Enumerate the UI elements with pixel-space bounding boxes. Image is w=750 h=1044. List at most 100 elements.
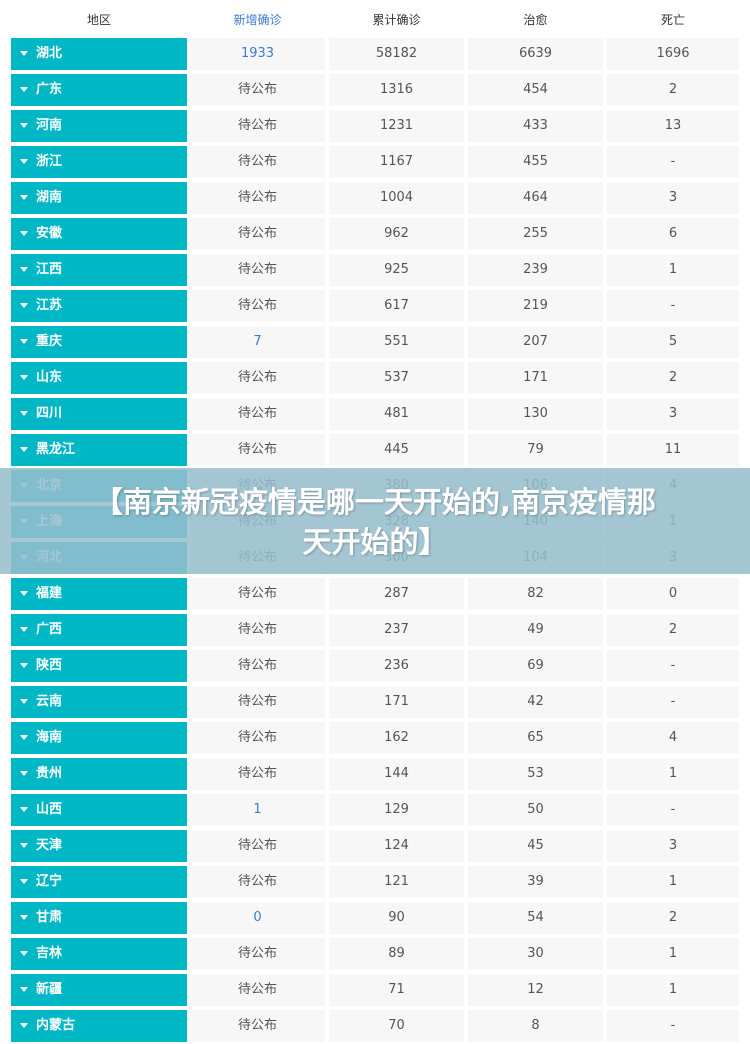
- cured-cell: 455: [468, 146, 603, 178]
- region-toggle[interactable]: 辽宁: [11, 866, 187, 898]
- caret-down-icon: [20, 447, 28, 452]
- table-header: 地区 新增确诊 累计确诊 治愈 死亡: [0, 0, 750, 36]
- header-total-confirmed[interactable]: 累计确诊: [372, 13, 421, 27]
- region-name: 陕西: [36, 658, 63, 673]
- table-row: 山西 1 129 50-: [0, 792, 750, 828]
- total-confirmed-cell: 925: [329, 254, 464, 286]
- region-toggle[interactable]: 河南: [11, 110, 187, 142]
- deaths-cell: 6: [607, 218, 739, 250]
- region-toggle[interactable]: 江西: [11, 254, 187, 286]
- new-confirmed-cell: 1: [190, 794, 325, 826]
- region-toggle[interactable]: 湖北: [11, 38, 187, 70]
- region-toggle[interactable]: 吉林: [11, 938, 187, 970]
- deaths-cell: 1: [607, 758, 739, 790]
- region-toggle[interactable]: 四川: [11, 398, 187, 430]
- header-deaths[interactable]: 死亡: [660, 13, 685, 27]
- region-toggle[interactable]: 安徽: [11, 218, 187, 250]
- region-name: 湖北: [36, 46, 63, 61]
- deaths-cell: -: [607, 1010, 739, 1042]
- caret-down-icon: [20, 915, 28, 920]
- deaths-cell: 1: [607, 866, 739, 898]
- caret-down-icon: [20, 951, 28, 956]
- new-confirmed-cell: 待公布: [190, 650, 325, 682]
- total-confirmed-cell: 1004: [329, 182, 464, 214]
- region-toggle[interactable]: 山西: [11, 794, 187, 826]
- header-cured[interactable]: 治愈: [523, 13, 548, 27]
- table-row: 辽宁 待公布 121 39 1: [0, 864, 750, 900]
- region-name: 海南: [36, 730, 63, 745]
- region-name: 江西: [36, 262, 63, 277]
- region-name: 新疆: [36, 982, 63, 997]
- total-confirmed-cell: 537: [329, 362, 464, 394]
- deaths-cell: 13: [607, 110, 739, 142]
- table-row: 陕西 待公布 236 69-: [0, 648, 750, 684]
- region-name: 甘肃: [36, 910, 63, 925]
- total-confirmed-cell: 1231: [329, 110, 464, 142]
- deaths-cell: 0: [607, 578, 739, 610]
- cured-cell: 255: [468, 218, 603, 250]
- total-confirmed-cell: 58182: [329, 38, 464, 70]
- region-toggle[interactable]: 浙江: [11, 146, 187, 178]
- region-toggle[interactable]: 甘肃: [11, 902, 187, 934]
- table-row: 河南 待公布 1231 433 13: [0, 108, 750, 144]
- total-confirmed-cell: 962: [329, 218, 464, 250]
- total-confirmed-cell: 171: [329, 686, 464, 718]
- region-name: 山东: [36, 370, 63, 385]
- table-row: 内蒙古 待公布 70 8-: [0, 1008, 750, 1044]
- deaths-cell: 5: [607, 326, 739, 358]
- region-toggle[interactable]: 天津: [11, 830, 187, 862]
- total-confirmed-cell: 90: [329, 902, 464, 934]
- table-row: 江苏 待公布 617 219-: [0, 288, 750, 324]
- table-row: 山东 待公布 537 171 2: [0, 360, 750, 396]
- region-toggle[interactable]: 内蒙古: [11, 1010, 187, 1042]
- region-toggle[interactable]: 江苏: [11, 290, 187, 322]
- region-toggle[interactable]: 山东: [11, 362, 187, 394]
- banner-line-2: 天开始的】: [302, 525, 448, 559]
- table-row: 湖南 待公布 1004 464 3: [0, 180, 750, 216]
- total-confirmed-cell: 71: [329, 974, 464, 1006]
- cured-cell: 30: [468, 938, 603, 970]
- total-confirmed-cell: 162: [329, 722, 464, 754]
- total-confirmed-cell: 144: [329, 758, 464, 790]
- region-name: 福建: [36, 586, 63, 601]
- table-row: 广东 待公布 1316 454 2: [0, 72, 750, 108]
- deaths-cell: 4: [607, 722, 739, 754]
- caret-down-icon: [20, 1023, 28, 1028]
- region-name: 四川: [36, 406, 63, 421]
- total-confirmed-cell: 124: [329, 830, 464, 862]
- cured-cell: 65: [468, 722, 603, 754]
- region-toggle[interactable]: 广东: [11, 74, 187, 106]
- region-toggle[interactable]: 陕西: [11, 650, 187, 682]
- region-toggle[interactable]: 黑龙江: [11, 434, 187, 466]
- region-name: 云南: [36, 694, 63, 709]
- deaths-cell: 3: [607, 398, 739, 430]
- banner-line-1: 【南京新冠疫情是哪一天开始的,南京疫情那: [93, 485, 657, 519]
- total-confirmed-cell: 617: [329, 290, 464, 322]
- region-toggle[interactable]: 海南: [11, 722, 187, 754]
- caret-down-icon: [20, 843, 28, 848]
- header-new-confirmed[interactable]: 新增确诊: [233, 13, 282, 27]
- deaths-cell: 1696: [607, 38, 739, 70]
- new-confirmed-cell: 待公布: [190, 434, 325, 466]
- region-toggle[interactable]: 云南: [11, 686, 187, 718]
- region-toggle[interactable]: 贵州: [11, 758, 187, 790]
- caret-down-icon: [20, 303, 28, 308]
- caret-down-icon: [20, 987, 28, 992]
- region-toggle[interactable]: 福建: [11, 578, 187, 610]
- region-toggle[interactable]: 湖南: [11, 182, 187, 214]
- total-confirmed-cell: 89: [329, 938, 464, 970]
- cured-cell: 6639: [468, 38, 603, 70]
- caret-down-icon: [20, 735, 28, 740]
- new-confirmed-cell: 待公布: [190, 1010, 325, 1042]
- region-toggle[interactable]: 新疆: [11, 974, 187, 1006]
- cured-cell: 171: [468, 362, 603, 394]
- table-row: 湖北 1933 58182 6639 1696: [0, 36, 750, 72]
- region-toggle[interactable]: 广西: [11, 614, 187, 646]
- table-row: 黑龙江 待公布 445 79 11: [0, 432, 750, 468]
- table-row: 福建 待公布 287 82 0: [0, 576, 750, 612]
- caret-down-icon: [20, 699, 28, 704]
- caret-down-icon: [20, 51, 28, 56]
- cured-cell: 464: [468, 182, 603, 214]
- region-toggle[interactable]: 重庆: [11, 326, 187, 358]
